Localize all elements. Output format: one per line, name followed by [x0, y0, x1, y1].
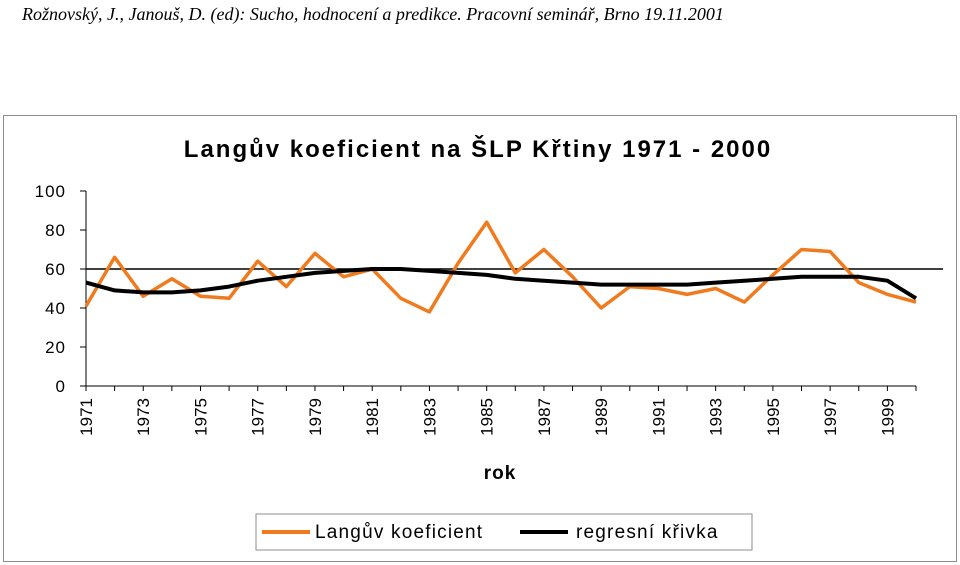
x-tick-label: 1977: [249, 398, 268, 436]
x-tick-label: 1999: [878, 398, 897, 436]
x-tick-label: 1973: [134, 398, 153, 436]
x-axis-label: rok: [484, 463, 517, 484]
x-tick-label: 1997: [821, 398, 840, 436]
y-axis: 100 80 60 40 20 0: [35, 182, 87, 396]
series-line-regresni-krivka: [85, 267, 918, 301]
series-lines: [84, 220, 918, 314]
x-axis: 1971 1973 1975 1977 1979 1981 1983 1985 1987 1989…: [77, 385, 917, 436]
x-tick-label: 1981: [363, 398, 382, 436]
legend: Langův koeficient regresní křivka: [255, 513, 753, 551]
series-line-languv-koeficient: [84, 220, 917, 314]
citation-header: Rožnovský, J., Janouš, D. (ed): Sucho, h…: [22, 4, 724, 24]
x-tick-label: 1991: [649, 398, 668, 436]
chart-frame: [3, 115, 957, 562]
x-tick-label: 1995: [764, 398, 783, 436]
x-tick-label: 1979: [306, 398, 325, 436]
y-tick-label: 20: [45, 338, 66, 357]
x-tick-label: 1987: [535, 398, 554, 436]
y-tick-label: 40: [45, 299, 66, 318]
x-tick-label: 1975: [191, 398, 210, 436]
legend-label-languv-koeficient: Langův koeficient: [315, 522, 483, 543]
x-tick-label: 1971: [77, 398, 96, 436]
y-tick-label: 100: [35, 182, 66, 201]
y-tick-label: 0: [56, 377, 66, 396]
x-tick-label: 1993: [707, 398, 726, 436]
chart-title: Langův koeficient na ŠLP Křtiny 1971 - 2…: [184, 135, 772, 163]
x-tick-label: 1983: [420, 398, 439, 436]
y-tick-label: 60: [45, 260, 66, 279]
x-tick-label: 1989: [592, 398, 611, 436]
legend-label-regresni-krivka: regresní křivka: [576, 522, 719, 543]
x-tick-label: 1985: [478, 398, 497, 436]
y-tick-label: 80: [45, 221, 66, 240]
legend-box: [255, 513, 753, 551]
